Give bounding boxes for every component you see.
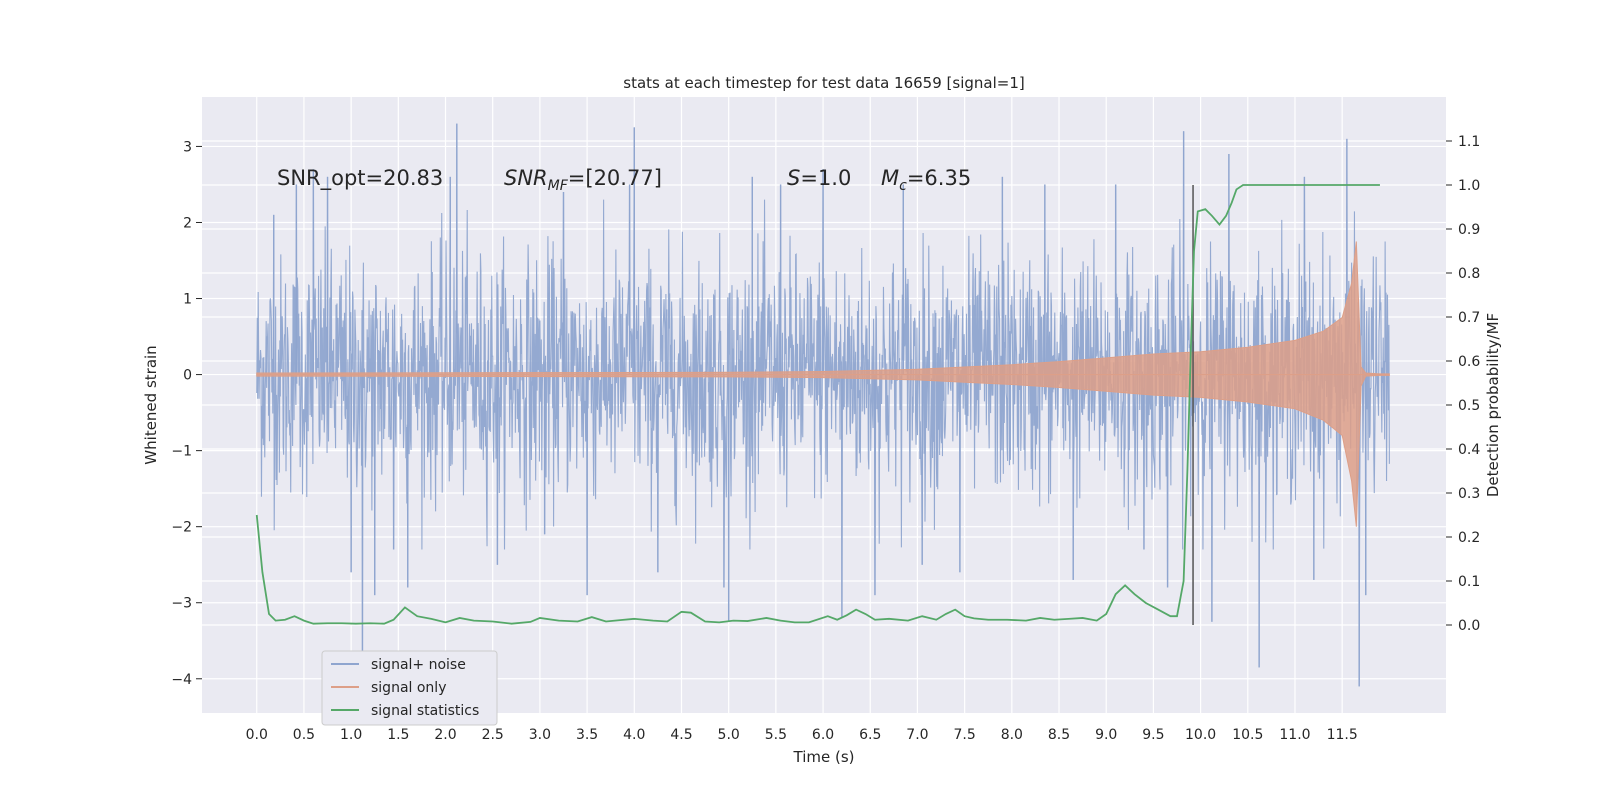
legend-frame	[321, 650, 498, 726]
annotation-snr-mf: SNRMF=[20.77]	[504, 166, 662, 194]
annotation-snr-opt: SNR_opt=20.83	[277, 166, 443, 191]
y-tick-label: −2	[171, 520, 192, 536]
x-tick-label: 8.5	[1048, 727, 1070, 743]
x-tick-label: 3.5	[576, 727, 598, 743]
annotation-mc: Mc=6.35	[881, 166, 971, 194]
x-tick-label: 6.5	[859, 727, 881, 743]
annotations: SNR_opt=20.83 SNRMF=[20.77] S=1.0 Mc=6.3…	[277, 166, 971, 194]
x-tick-label: 7.5	[954, 727, 976, 743]
x-tick-label: 0.5	[293, 727, 315, 743]
y2-tick-label: 1.0	[1458, 178, 1480, 194]
y-tick-label: −4	[171, 672, 192, 688]
y2-tick-label: 0.1	[1458, 574, 1480, 590]
chart-title: stats at each timestep for test data 166…	[623, 74, 1024, 92]
x-tick-label: 2.5	[482, 727, 504, 743]
legend-label-signal-only: signal only	[371, 680, 446, 696]
y2-tick-label: 0.5	[1458, 398, 1480, 414]
y2-tick-label: 0.3	[1458, 486, 1480, 502]
x-axis-label: Time (s)	[793, 748, 855, 766]
ticks: 0.0 0.5 1.0 1.5 2.0 2.5 3.0 3.5 4.0 4.5 5.0 5.5 6.0 6…	[171, 134, 1480, 743]
x-tick-label: 0.0	[246, 727, 268, 743]
x-tick-label: 5.5	[765, 727, 787, 743]
y-axis-label: Whitened strain	[142, 345, 160, 464]
y2-tick-label: 1.1	[1458, 134, 1480, 150]
y2-tick-label: 0.7	[1458, 310, 1480, 326]
legend: signal+ noise signal only signal statist…	[321, 650, 498, 726]
x-tick-label: 1.5	[387, 727, 409, 743]
y2-tick-label: 0.0	[1458, 618, 1480, 634]
y2-tick-label: 0.8	[1458, 266, 1480, 282]
x-tick-label: 4.5	[670, 727, 692, 743]
y-tick-label: 0	[183, 368, 192, 384]
y2-tick-label: 0.2	[1458, 530, 1480, 546]
x-tick-label: 2.0	[434, 727, 456, 743]
x-tick-label: 7.0	[906, 727, 928, 743]
series-signal-statistics-line	[255, 184, 1380, 625]
y-tick-label: −1	[171, 444, 192, 460]
y-tick-label: −3	[171, 596, 192, 612]
legend-label-signal-statistics: signal statistics	[371, 703, 479, 719]
x-tick-label: 1.0	[340, 727, 362, 743]
y2-axis-label: Detection probability/MF	[1484, 313, 1502, 497]
y2-tick-label: 0.4	[1458, 442, 1480, 458]
x-tick-label: 11.5	[1327, 727, 1358, 743]
x-tick-label: 5.0	[718, 727, 740, 743]
series-signal-only-envelope	[256, 241, 1390, 527]
x-tick-label: 3.0	[529, 727, 551, 743]
x-tick-label: 4.0	[623, 727, 645, 743]
x-tick-label: 10.5	[1232, 727, 1263, 743]
y-tick-label: 2	[183, 215, 192, 231]
legend-label-signal-noise: signal+ noise	[371, 657, 466, 673]
x-tick-label: 11.0	[1279, 727, 1310, 743]
x-tick-label: 8.0	[1001, 727, 1023, 743]
x-tick-label: 9.5	[1142, 727, 1164, 743]
x-tick-label: 9.0	[1095, 727, 1117, 743]
y2-tick-label: 0.6	[1458, 354, 1480, 370]
x-tick-label: 10.0	[1185, 727, 1216, 743]
y2-tick-label: 0.9	[1458, 222, 1480, 238]
y-tick-label: 1	[183, 292, 192, 308]
y-tick-label: 3	[183, 139, 192, 155]
x-tick-label: 6.0	[812, 727, 834, 743]
annotation-s: S=1.0	[787, 166, 851, 190]
data-layer	[255, 123, 1390, 687]
